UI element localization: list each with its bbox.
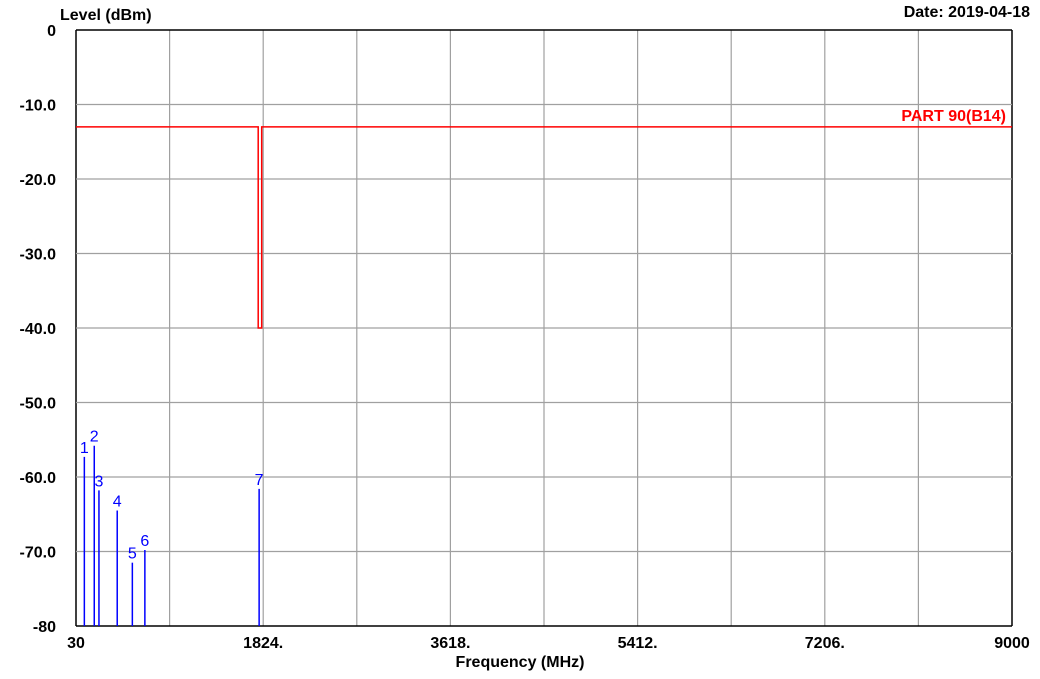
marker-label: 7 xyxy=(255,472,264,489)
y-tick-label: -80 xyxy=(33,619,56,636)
y-tick-label: 0 xyxy=(47,23,56,40)
limit-line-label: PART 90(B14) xyxy=(901,108,1006,125)
y-tick-label: -10.0 xyxy=(20,98,57,115)
y-tick-label: -30.0 xyxy=(20,247,57,264)
y-tick-label: -60.0 xyxy=(20,470,57,487)
marker-label: 2 xyxy=(90,429,99,446)
limit-line-group: PART 90(B14) xyxy=(76,108,1012,329)
x-tick-label: 5412. xyxy=(618,635,658,652)
x-tick-label: 1824. xyxy=(243,635,283,652)
marker-label: 5 xyxy=(128,546,137,563)
x-tick-label: 30 xyxy=(67,635,85,652)
y-tick-label: -50.0 xyxy=(20,396,57,413)
x-tick-labels: 30 1824. 3618. 5412. 7206. 9000 xyxy=(67,635,1030,652)
marker-label: 1 xyxy=(80,440,89,457)
x-tick-label: 7206. xyxy=(805,635,845,652)
limit-line xyxy=(76,126,1012,329)
y-tick-label: -40.0 xyxy=(20,321,57,338)
y-tick-labels: 0 -10.0 -20.0 -30.0 -40.0 -50.0 -60.0 -70.0 -80 xyxy=(20,23,57,636)
x-tick-label: 3618. xyxy=(430,635,470,652)
y-tick-label: -20.0 xyxy=(20,172,57,189)
x-tick-label: 9000 xyxy=(994,635,1030,652)
date-label: Date: 2019-04-18 xyxy=(903,4,1030,21)
marker-label: 3 xyxy=(95,473,104,490)
marker-label: 6 xyxy=(140,533,149,550)
markers-group: 12 34 56 7 xyxy=(80,429,264,626)
grid-lines xyxy=(75,29,1013,627)
x-axis-label: Frequency (MHz) xyxy=(455,654,585,671)
marker-label: 4 xyxy=(113,494,122,511)
y-axis-label: Level (dBm) xyxy=(60,7,152,24)
y-tick-label: -70.0 xyxy=(20,545,57,562)
